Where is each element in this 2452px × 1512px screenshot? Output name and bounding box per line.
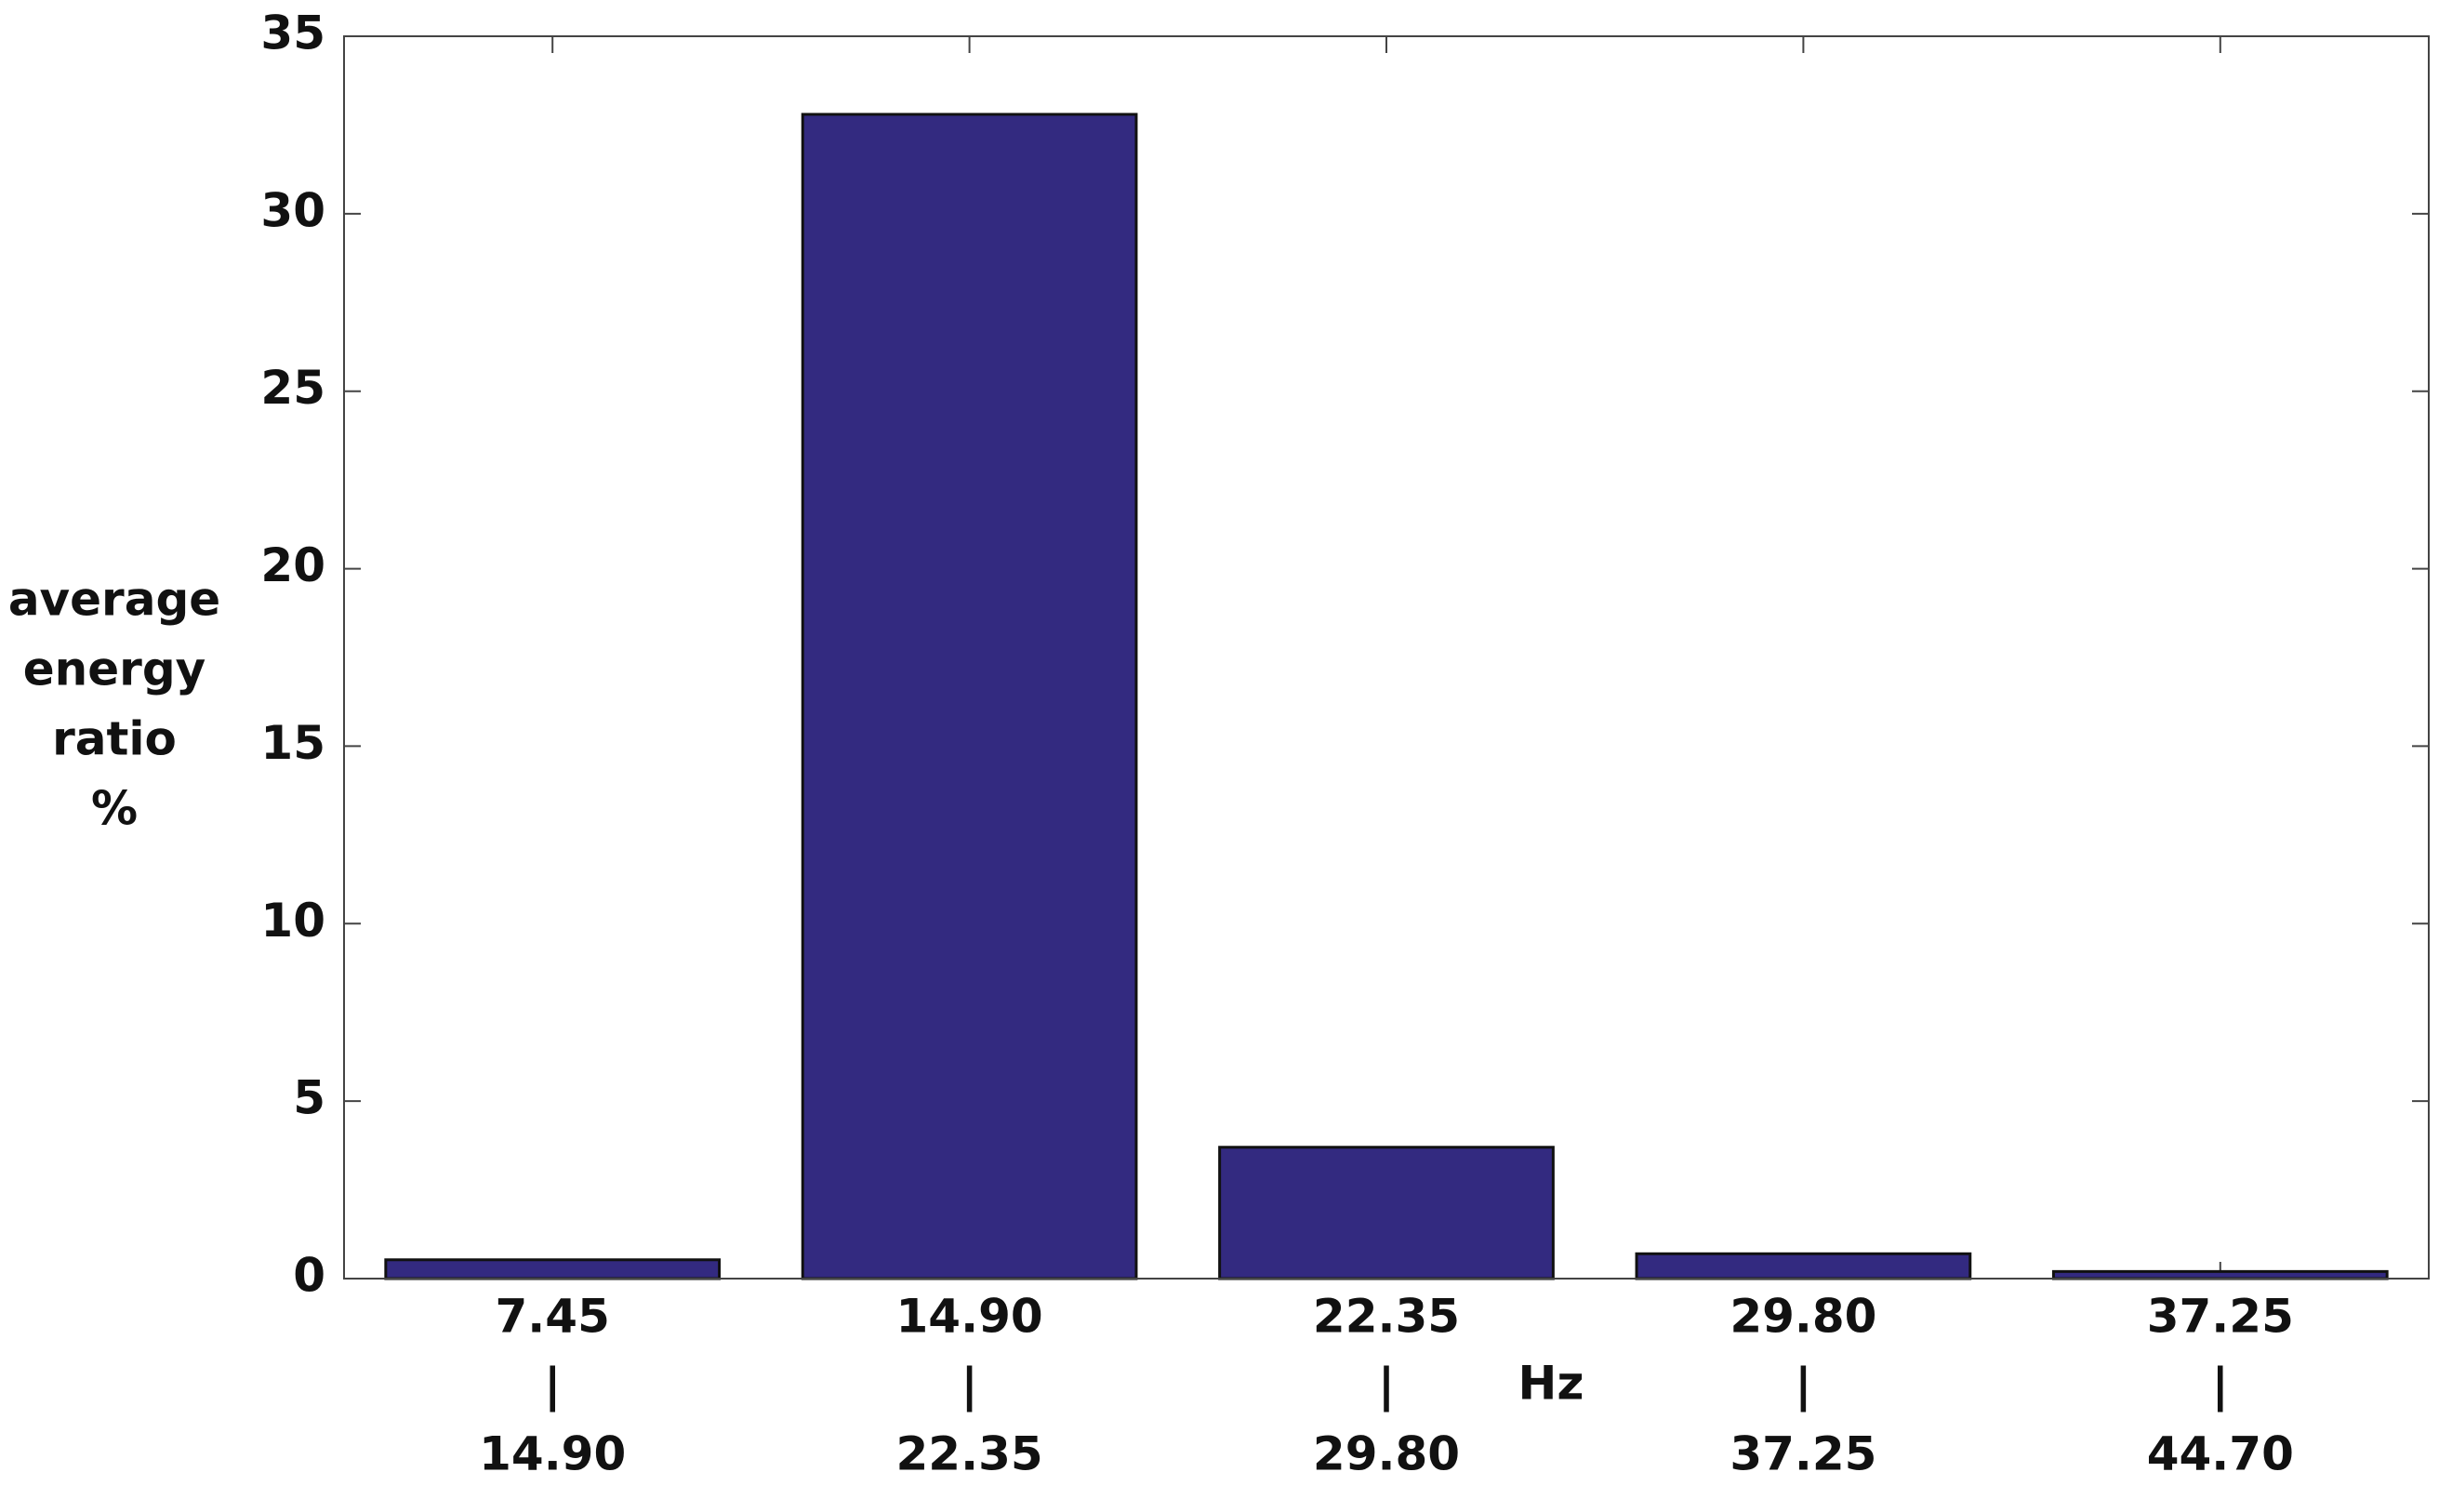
x-tick-label: 14.90 — [896, 1290, 1043, 1344]
bar — [2051, 1269, 2389, 1280]
plot-frame — [343, 35, 2430, 1280]
y-tick-label: 30 — [260, 183, 325, 237]
y-tick-label: 10 — [260, 894, 325, 948]
y-axis-label: % — [91, 782, 138, 836]
x-tick-label: | — [544, 1359, 561, 1413]
bar — [1635, 1252, 1972, 1280]
bar — [1218, 1146, 1555, 1280]
x-tick-label: | — [1378, 1359, 1395, 1413]
x-tick-label: 14.90 — [479, 1427, 626, 1481]
x-tick-label: 7.45 — [496, 1290, 610, 1344]
y-tick-label: 15 — [260, 716, 325, 770]
y-tick-label: 25 — [260, 361, 325, 415]
x-tick-label: | — [2212, 1359, 2229, 1413]
y-tick-label: 20 — [260, 538, 325, 592]
y-axis-label: energy — [23, 643, 205, 696]
bar — [801, 113, 1138, 1280]
y-tick-label: 5 — [293, 1071, 325, 1125]
x-tick-label: 22.35 — [1313, 1290, 1460, 1344]
x-tick-label: 37.25 — [1730, 1427, 1876, 1481]
y-tick-label: 35 — [260, 7, 325, 60]
x-tick-label: 29.80 — [1730, 1290, 1876, 1344]
x-tick-label: 37.25 — [2147, 1290, 2294, 1344]
x-tick-label: | — [1795, 1359, 1811, 1413]
bar — [384, 1258, 722, 1280]
x-axis-label: Hz — [1518, 1357, 1584, 1411]
x-tick-label: | — [961, 1359, 977, 1413]
x-tick-label: 22.35 — [896, 1427, 1043, 1481]
x-tick-label: 29.80 — [1313, 1427, 1460, 1481]
x-tick-label: 44.70 — [2147, 1427, 2294, 1481]
y-axis-label: ratio — [52, 712, 177, 766]
y-axis-label: average — [8, 573, 220, 627]
y-tick-label: 0 — [293, 1249, 325, 1303]
